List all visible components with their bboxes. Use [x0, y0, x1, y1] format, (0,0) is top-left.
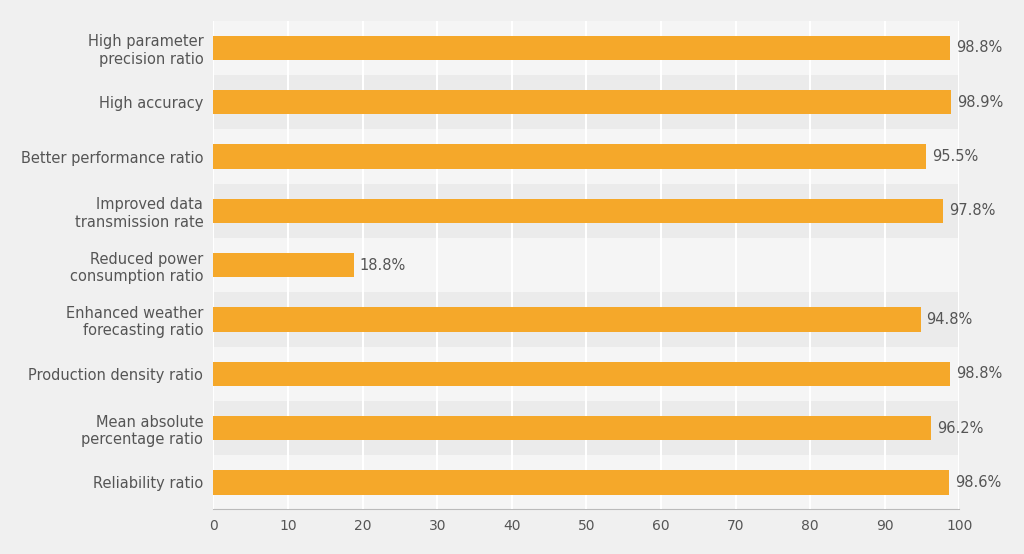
Bar: [213, 470, 949, 495]
Bar: [213, 455, 959, 510]
Bar: [213, 293, 959, 347]
Text: 97.8%: 97.8%: [949, 203, 995, 218]
Text: 98.6%: 98.6%: [954, 475, 1001, 490]
Text: 95.5%: 95.5%: [932, 149, 978, 164]
Bar: [213, 238, 959, 293]
Bar: [213, 90, 951, 115]
Text: 98.8%: 98.8%: [956, 40, 1002, 55]
Bar: [213, 130, 959, 184]
Bar: [213, 199, 943, 223]
Text: 98.9%: 98.9%: [957, 95, 1004, 110]
Bar: [213, 36, 950, 60]
Bar: [213, 21, 959, 75]
Bar: [213, 75, 959, 130]
Text: 94.8%: 94.8%: [927, 312, 973, 327]
Bar: [213, 347, 959, 401]
Bar: [213, 145, 926, 169]
Bar: [213, 416, 931, 440]
Text: 98.8%: 98.8%: [956, 366, 1002, 381]
Bar: [213, 184, 959, 238]
Bar: [213, 253, 353, 278]
Text: 18.8%: 18.8%: [359, 258, 406, 273]
Bar: [213, 401, 959, 455]
Bar: [213, 307, 921, 332]
Text: 96.2%: 96.2%: [937, 420, 983, 435]
Bar: [213, 362, 950, 386]
